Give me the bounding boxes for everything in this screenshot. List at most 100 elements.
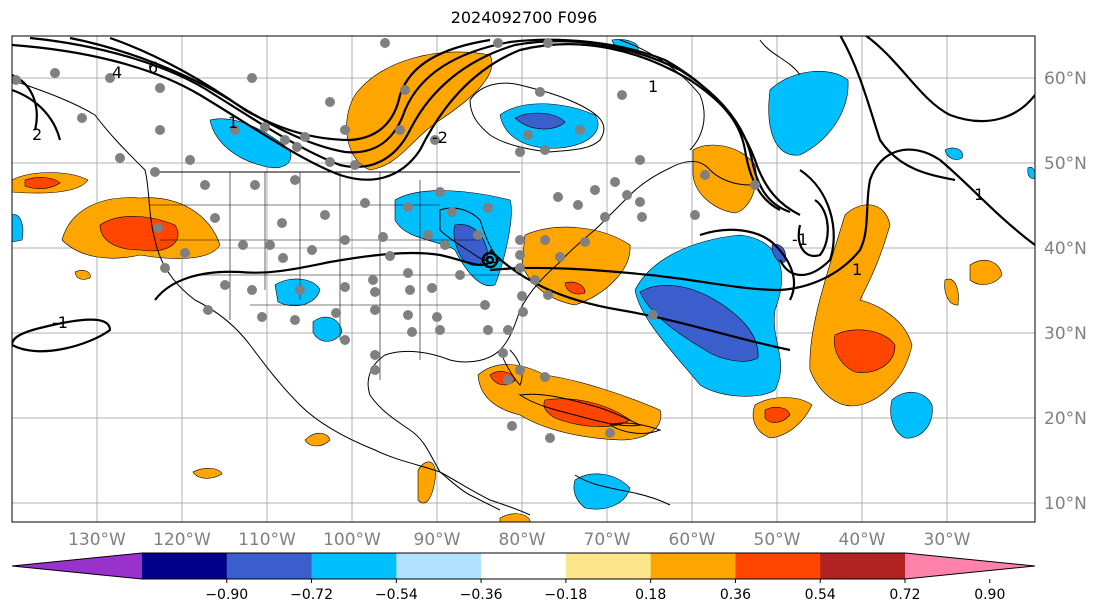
colorbar-tick-label: −0.54 xyxy=(375,587,418,603)
colorbar-segment xyxy=(565,553,652,579)
contour-label: 1 xyxy=(852,260,862,279)
colorbar-segment xyxy=(735,553,821,579)
lon-label: 30°W xyxy=(924,530,971,550)
latitude-labels: 60°N 50°N 40°N 30°N 20°N 10°N xyxy=(1044,69,1087,514)
colorbar-segment xyxy=(650,553,736,579)
north-america-coast xyxy=(12,79,531,516)
colorbar-tick-label: 0.54 xyxy=(805,587,836,603)
lat-label: 20°N xyxy=(1044,409,1087,429)
anomaly-region xyxy=(944,278,959,306)
anomaly-region xyxy=(74,270,91,280)
anomaly-region xyxy=(346,51,493,171)
anomaly-region xyxy=(890,392,933,439)
contour-label: -2 xyxy=(432,128,448,147)
colorbar-extend-high xyxy=(905,553,1035,579)
hudson-bay xyxy=(469,82,605,153)
florida xyxy=(499,349,523,386)
contour-line xyxy=(797,199,829,258)
contour-line xyxy=(12,318,112,353)
colorbar-tick-label: 0.90 xyxy=(974,587,1005,603)
anomaly-region xyxy=(304,432,331,447)
colorbar-segment xyxy=(226,553,313,579)
contour-line xyxy=(839,36,956,182)
south-america xyxy=(574,474,671,506)
contour-line xyxy=(12,88,62,141)
colorbar-tick-label: 0.72 xyxy=(889,587,920,603)
lon-label: 50°W xyxy=(754,530,801,550)
plot-title: 2024092700 F096 xyxy=(450,8,598,27)
colorbar-segment xyxy=(311,553,397,579)
colorbar-segment xyxy=(142,553,228,579)
anomaly-region xyxy=(543,398,631,427)
colorbar-tick-label: −0.72 xyxy=(290,587,333,603)
colorbar-segment xyxy=(820,553,906,579)
lon-label: 70°W xyxy=(584,530,631,550)
lat-label: 30°N xyxy=(1044,324,1087,344)
lon-label: 100°W xyxy=(323,530,381,550)
colorbar-segment xyxy=(396,553,482,579)
anomaly-region xyxy=(521,226,631,306)
lon-label: 120°W xyxy=(153,530,211,550)
lat-label: 50°N xyxy=(1044,154,1087,174)
colorbar-tick-label: −0.90 xyxy=(205,587,248,603)
anomaly-region xyxy=(639,285,759,362)
anomaly-region xyxy=(764,406,791,423)
contour-line xyxy=(109,36,491,142)
anomaly-region xyxy=(12,214,24,243)
lat-label: 10°N xyxy=(1044,494,1087,514)
contour-label: 1 xyxy=(974,185,984,204)
positive-anomaly-fills xyxy=(12,51,1003,522)
lon-label: 90°W xyxy=(414,530,461,550)
contour-lines xyxy=(12,36,1035,353)
contour-label: 1 xyxy=(648,77,658,96)
anomaly-region xyxy=(1027,166,1035,179)
anomaly-region xyxy=(944,147,963,160)
contour-label: 6 xyxy=(148,58,158,77)
anomaly-region xyxy=(573,473,631,510)
greenland xyxy=(619,39,705,151)
contour-line xyxy=(489,249,791,352)
anomaly-region xyxy=(564,281,586,295)
contour-line xyxy=(864,36,1035,123)
anomaly-region xyxy=(514,112,566,130)
contour-label: 4 xyxy=(112,63,122,82)
colorbar-outline xyxy=(11,552,1036,580)
colorbar-tick-label: 0.18 xyxy=(635,587,666,603)
anomaly-region xyxy=(834,329,896,373)
station-dots xyxy=(12,38,760,443)
longitude-labels: 130°W 120°W 110°W 100°W 90°W 80°W 70°W 6… xyxy=(68,530,971,550)
colorbar-tick-label: −0.18 xyxy=(544,587,587,603)
contour-line xyxy=(489,148,1035,292)
hispaniola xyxy=(608,422,662,434)
lat-label: 60°N xyxy=(1044,69,1087,89)
anomaly-region xyxy=(768,70,849,156)
colorbar-extend-low xyxy=(12,553,142,579)
anomaly-region xyxy=(312,316,343,342)
contour-label: -1 xyxy=(52,313,68,332)
lon-label: 110°W xyxy=(238,530,296,550)
greenland-east xyxy=(759,39,801,76)
contour-label: 1 xyxy=(228,113,238,132)
colorbar-tick-label: 0.36 xyxy=(720,587,751,603)
anomaly-region xyxy=(771,244,786,263)
colorbar-segment xyxy=(481,553,567,579)
anomaly-region xyxy=(417,461,436,504)
anomaly-region xyxy=(24,177,61,189)
anomaly-region xyxy=(969,260,1003,285)
lon-label: 40°W xyxy=(839,530,886,550)
state-borders xyxy=(150,172,520,380)
anomaly-region xyxy=(692,144,757,214)
contour-labels: 6 4 2 -2 1 -1 1 1 -1 1 xyxy=(32,58,984,332)
anomaly-region xyxy=(192,468,223,479)
map-frame xyxy=(11,35,1036,523)
central-america xyxy=(439,471,501,511)
colorbar: −0.90 −0.72 −0.54 −0.36 −0.18 0.18 0.36 0.54 0.7… xyxy=(11,552,1036,603)
contour-line xyxy=(154,251,491,301)
lat-label: 40°N xyxy=(1044,239,1087,259)
lon-label: 80°W xyxy=(499,530,546,550)
lon-label: 130°W xyxy=(68,530,126,550)
lon-label: 60°W xyxy=(669,530,716,550)
contour-label: 2 xyxy=(32,125,42,144)
colorbar-tick-label: −0.36 xyxy=(460,587,503,603)
